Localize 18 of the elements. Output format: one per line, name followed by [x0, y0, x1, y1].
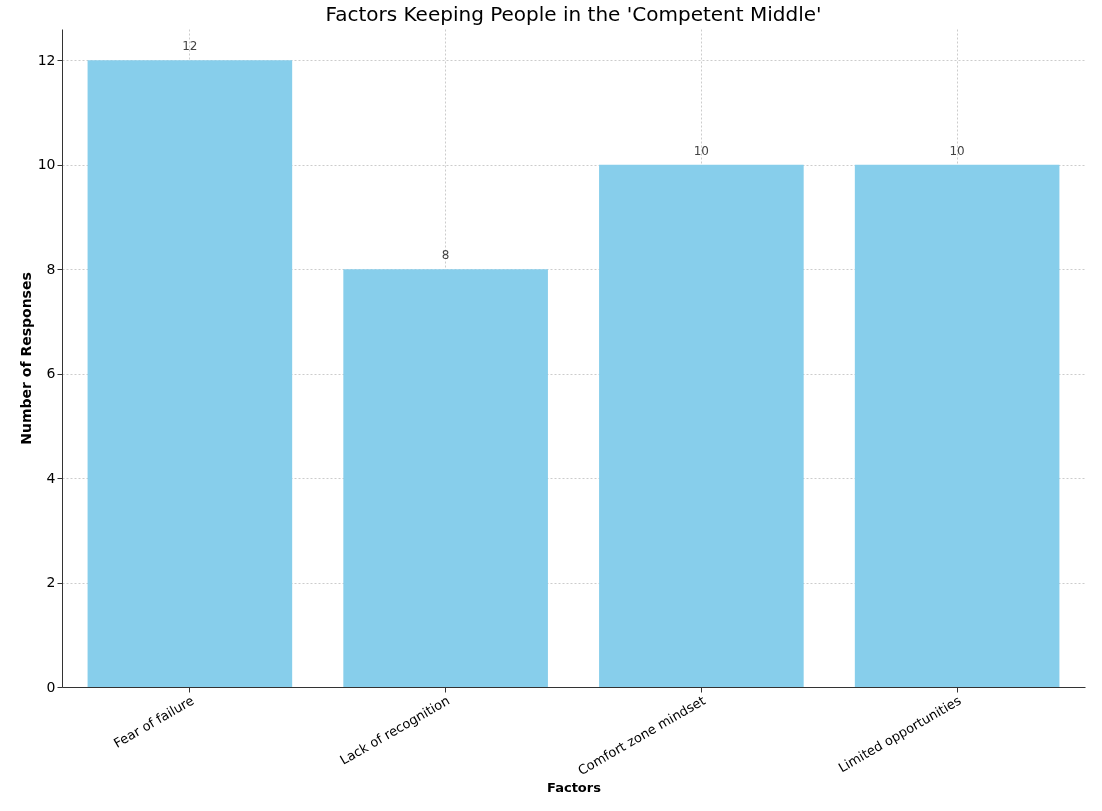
- y-tick-label: 12: [37, 51, 56, 68]
- bar: [599, 164, 804, 687]
- bar: [87, 60, 293, 687]
- bar: [343, 269, 548, 687]
- y-tick-label: 6: [46, 365, 56, 382]
- data-label: 10: [949, 143, 965, 158]
- y-tick-label: 2: [46, 574, 56, 591]
- data-label: 12: [182, 39, 198, 54]
- chart-title: Factors Keeping People in the 'Competent Middle': [325, 2, 822, 26]
- y-tick-label: 4: [46, 469, 56, 486]
- data-label: 10: [693, 143, 710, 158]
- data-label: 8: [441, 248, 450, 263]
- y-axis-title: Number of Responses: [17, 272, 34, 445]
- y-tick-label: 10: [37, 156, 56, 173]
- bar: [854, 164, 1060, 687]
- y-tick-label: 8: [46, 260, 56, 277]
- x-axis-title: Factors: [547, 780, 602, 796]
- y-tick-label: 0: [46, 678, 56, 695]
